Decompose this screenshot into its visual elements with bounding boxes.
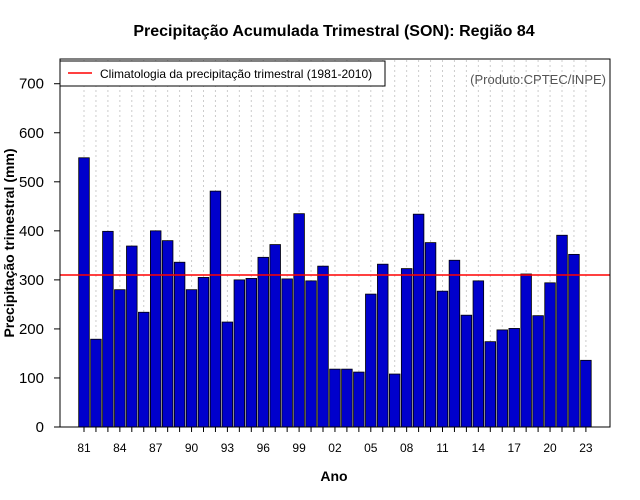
bar-2012 bbox=[448, 259, 461, 428]
bar-2023 bbox=[580, 359, 592, 428]
bar-1982 bbox=[90, 338, 102, 428]
bar-1981 bbox=[78, 157, 90, 428]
xtick-label-11: 11 bbox=[436, 441, 449, 455]
bar-2005 bbox=[365, 293, 377, 428]
bar-1992 bbox=[209, 190, 222, 428]
y-axis: 0 100 200 300 400 500 600 700 bbox=[19, 76, 61, 436]
xtick-label-93: 93 bbox=[221, 441, 235, 455]
bar-2010 bbox=[424, 242, 437, 428]
bar-1995 bbox=[245, 278, 258, 428]
bar-1994 bbox=[233, 279, 246, 428]
ytick-label-400: 400 bbox=[19, 223, 44, 240]
xtick-label-14: 14 bbox=[472, 441, 486, 455]
bar-2006 bbox=[377, 263, 389, 428]
xtick-label-05: 05 bbox=[364, 441, 378, 455]
xtick-label-81: 81 bbox=[77, 441, 91, 455]
bar-1991 bbox=[197, 277, 210, 428]
bar-1997 bbox=[269, 244, 281, 428]
legend-entry-climatology: Climatologia da precipitação trimestral … bbox=[100, 67, 372, 81]
bar-2013 bbox=[460, 314, 473, 428]
xtick-label-08: 08 bbox=[400, 441, 414, 455]
bar-1996 bbox=[257, 256, 269, 428]
bar-1984 bbox=[114, 289, 126, 428]
bar-1986 bbox=[138, 311, 150, 428]
legend-box bbox=[59, 60, 386, 87]
ytick-label-200: 200 bbox=[19, 321, 44, 338]
bar-2019 bbox=[532, 315, 544, 428]
ytick-label-300: 300 bbox=[19, 272, 44, 289]
bar-1988 bbox=[161, 240, 174, 428]
bar-2002 bbox=[329, 368, 341, 428]
xtick-label-02: 02 bbox=[328, 441, 342, 455]
bar-1993 bbox=[221, 321, 234, 428]
x-axis: 81 84 87 90 93 96 99 02 05 08 11 14 17 20 23 bbox=[77, 426, 593, 455]
bar-2015 bbox=[484, 341, 497, 428]
bar-2009 bbox=[412, 213, 425, 428]
ytick-label-700: 700 bbox=[19, 76, 44, 93]
xtick-label-84: 84 bbox=[113, 441, 127, 455]
bar-1983 bbox=[102, 230, 114, 428]
source-annotation: (Produto:CPTEC/INPE) bbox=[470, 72, 606, 87]
xtick-label-23: 23 bbox=[579, 441, 593, 455]
ytick-label-0: 0 bbox=[36, 419, 44, 436]
bar-1990 bbox=[185, 289, 198, 428]
bar-series bbox=[78, 157, 592, 428]
bar-2020 bbox=[544, 282, 556, 428]
xtick-label-90: 90 bbox=[185, 441, 199, 455]
chart-title: Precipitação Acumulada Trimestral (SON):… bbox=[133, 23, 534, 40]
bar-2011 bbox=[436, 290, 449, 428]
bar-2016 bbox=[496, 329, 508, 428]
bar-1989 bbox=[173, 261, 186, 428]
bar-2007 bbox=[388, 373, 401, 428]
bar-1999 bbox=[293, 213, 305, 428]
ytick-label-600: 600 bbox=[19, 125, 44, 142]
bar-2000 bbox=[305, 280, 317, 428]
bar-2022 bbox=[568, 253, 580, 428]
xtick-label-99: 99 bbox=[292, 441, 306, 455]
xtick-label-96: 96 bbox=[257, 441, 271, 455]
xtick-label-87: 87 bbox=[149, 441, 163, 455]
x-axis-label: Ano bbox=[320, 468, 347, 484]
ytick-label-100: 100 bbox=[19, 370, 44, 387]
bar-1998 bbox=[281, 278, 293, 428]
bar-2018 bbox=[520, 273, 532, 428]
bar-1985 bbox=[126, 245, 138, 428]
xtick-label-17: 17 bbox=[508, 441, 522, 455]
bar-2003 bbox=[341, 368, 353, 428]
bar-1987 bbox=[149, 230, 162, 428]
bar-2004 bbox=[353, 371, 365, 428]
ytick-label-500: 500 bbox=[19, 174, 44, 191]
bar-2021 bbox=[556, 234, 568, 428]
legend: Climatologia da precipitação trimestral … bbox=[59, 60, 386, 87]
bar-2001 bbox=[317, 265, 329, 428]
bar-2014 bbox=[472, 280, 485, 428]
xtick-label-20: 20 bbox=[543, 441, 557, 455]
bar-2008 bbox=[400, 268, 413, 428]
bar-2017 bbox=[508, 328, 520, 428]
y-axis-label: Precipitação trimestral (mm) bbox=[1, 148, 17, 337]
